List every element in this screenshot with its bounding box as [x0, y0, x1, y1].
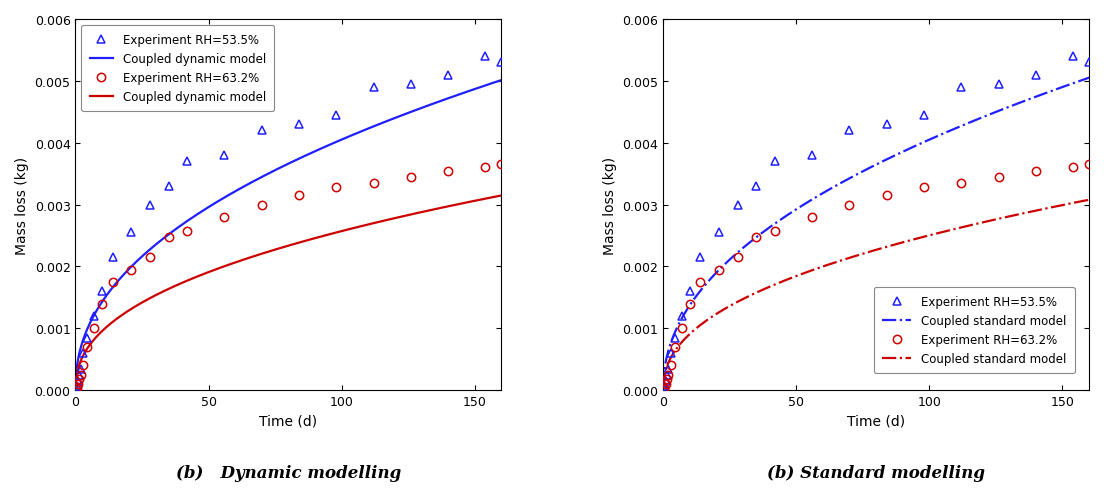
- Text: (b)   Dynamic modelling: (b) Dynamic modelling: [176, 465, 401, 482]
- Text: (b) Standard modelling: (b) Standard modelling: [767, 465, 985, 482]
- Y-axis label: Mass loss (kg): Mass loss (kg): [15, 156, 29, 254]
- X-axis label: Time (d): Time (d): [259, 414, 318, 428]
- Legend: Experiment RH=53.5%, Coupled standard model, Experiment RH=63.2%, Coupled standa: Experiment RH=53.5%, Coupled standard mo…: [873, 287, 1074, 373]
- Y-axis label: Mass loss (kg): Mass loss (kg): [603, 156, 617, 254]
- X-axis label: Time (d): Time (d): [847, 414, 905, 428]
- Legend: Experiment RH=53.5%, Coupled dynamic model, Experiment RH=63.2%, Coupled dynamic: Experiment RH=53.5%, Coupled dynamic mod…: [82, 26, 274, 112]
